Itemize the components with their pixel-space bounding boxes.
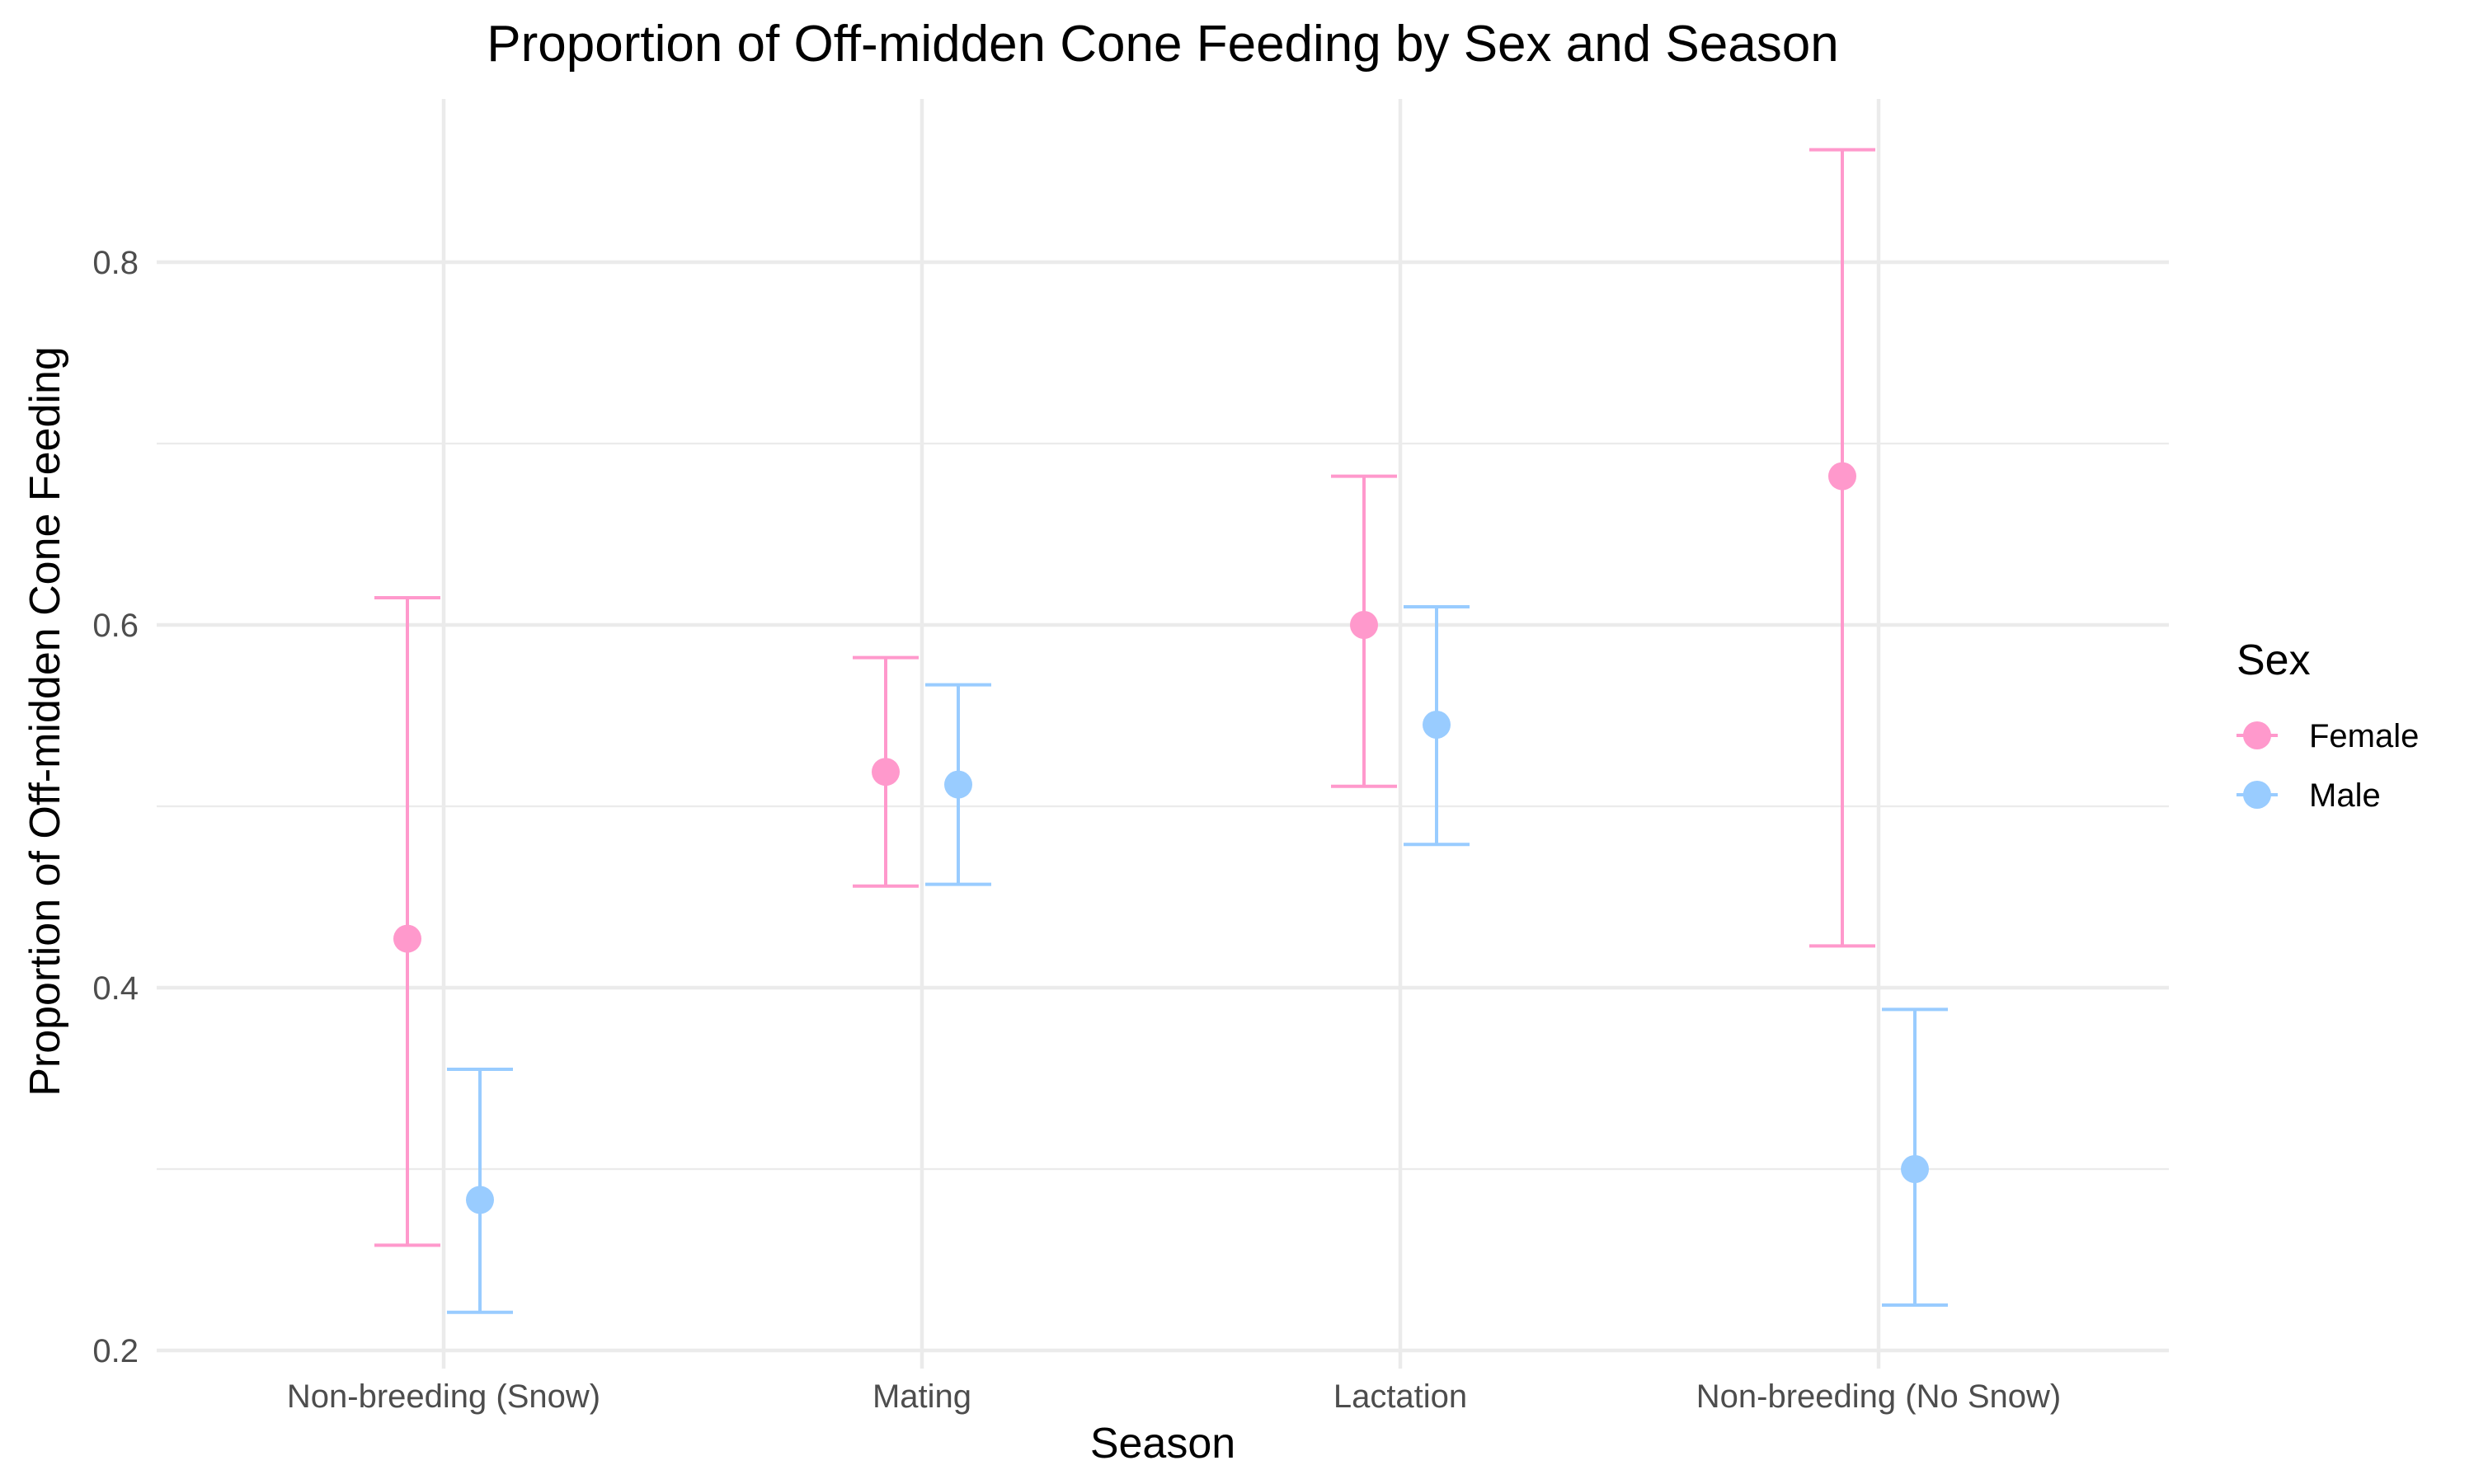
error-bars	[374, 148, 1948, 1314]
data-point	[1350, 611, 1378, 639]
legend: Sex Female Male	[2236, 636, 2419, 814]
x-tick-label: Lactation	[1333, 1378, 1467, 1415]
y-axis-title: Proportion of Off-midden Cone Feeding	[21, 346, 69, 1097]
x-tick-label: Mating	[872, 1378, 971, 1415]
legend-label: Male	[2309, 777, 2381, 814]
chart-title: Proportion of Off-midden Cone Feeding by…	[487, 16, 1838, 73]
legend-key-point	[2243, 781, 2271, 809]
legend-items: Female Male	[2236, 718, 2419, 814]
y-tick-label: 0.6	[92, 608, 139, 644]
data-point	[1828, 462, 1856, 491]
error-bar	[374, 596, 440, 1247]
y-tick-label: 0.4	[92, 970, 139, 1007]
legend-key-point	[2243, 721, 2271, 749]
grid-layer	[157, 99, 2169, 1369]
data-point	[466, 1186, 494, 1214]
legend-item: Male	[2236, 777, 2381, 814]
error-bar	[1809, 148, 1875, 948]
y-tick-label: 0.8	[92, 245, 139, 281]
data-point	[944, 770, 972, 799]
x-tick-label: Non-breeding (Snow)	[287, 1378, 600, 1415]
data-point	[1423, 711, 1451, 739]
data-points	[393, 462, 1929, 1214]
data-point	[1901, 1155, 1929, 1183]
legend-title: Sex	[2236, 636, 2311, 684]
legend-item: Female	[2236, 718, 2419, 754]
y-tick-label: 0.2	[92, 1333, 139, 1369]
y-axis-ticks: 0.2 0.4 0.6 0.8	[92, 245, 139, 1369]
data-point	[872, 758, 900, 787]
x-axis-title: Season	[1090, 1420, 1235, 1468]
data-point	[393, 924, 421, 953]
x-tick-label: Non-breeding (No Snow)	[1696, 1378, 2061, 1415]
legend-label: Female	[2309, 718, 2419, 754]
x-axis-ticks: Non-breeding (Snow) Mating Lactation Non-br…	[287, 1378, 2061, 1415]
